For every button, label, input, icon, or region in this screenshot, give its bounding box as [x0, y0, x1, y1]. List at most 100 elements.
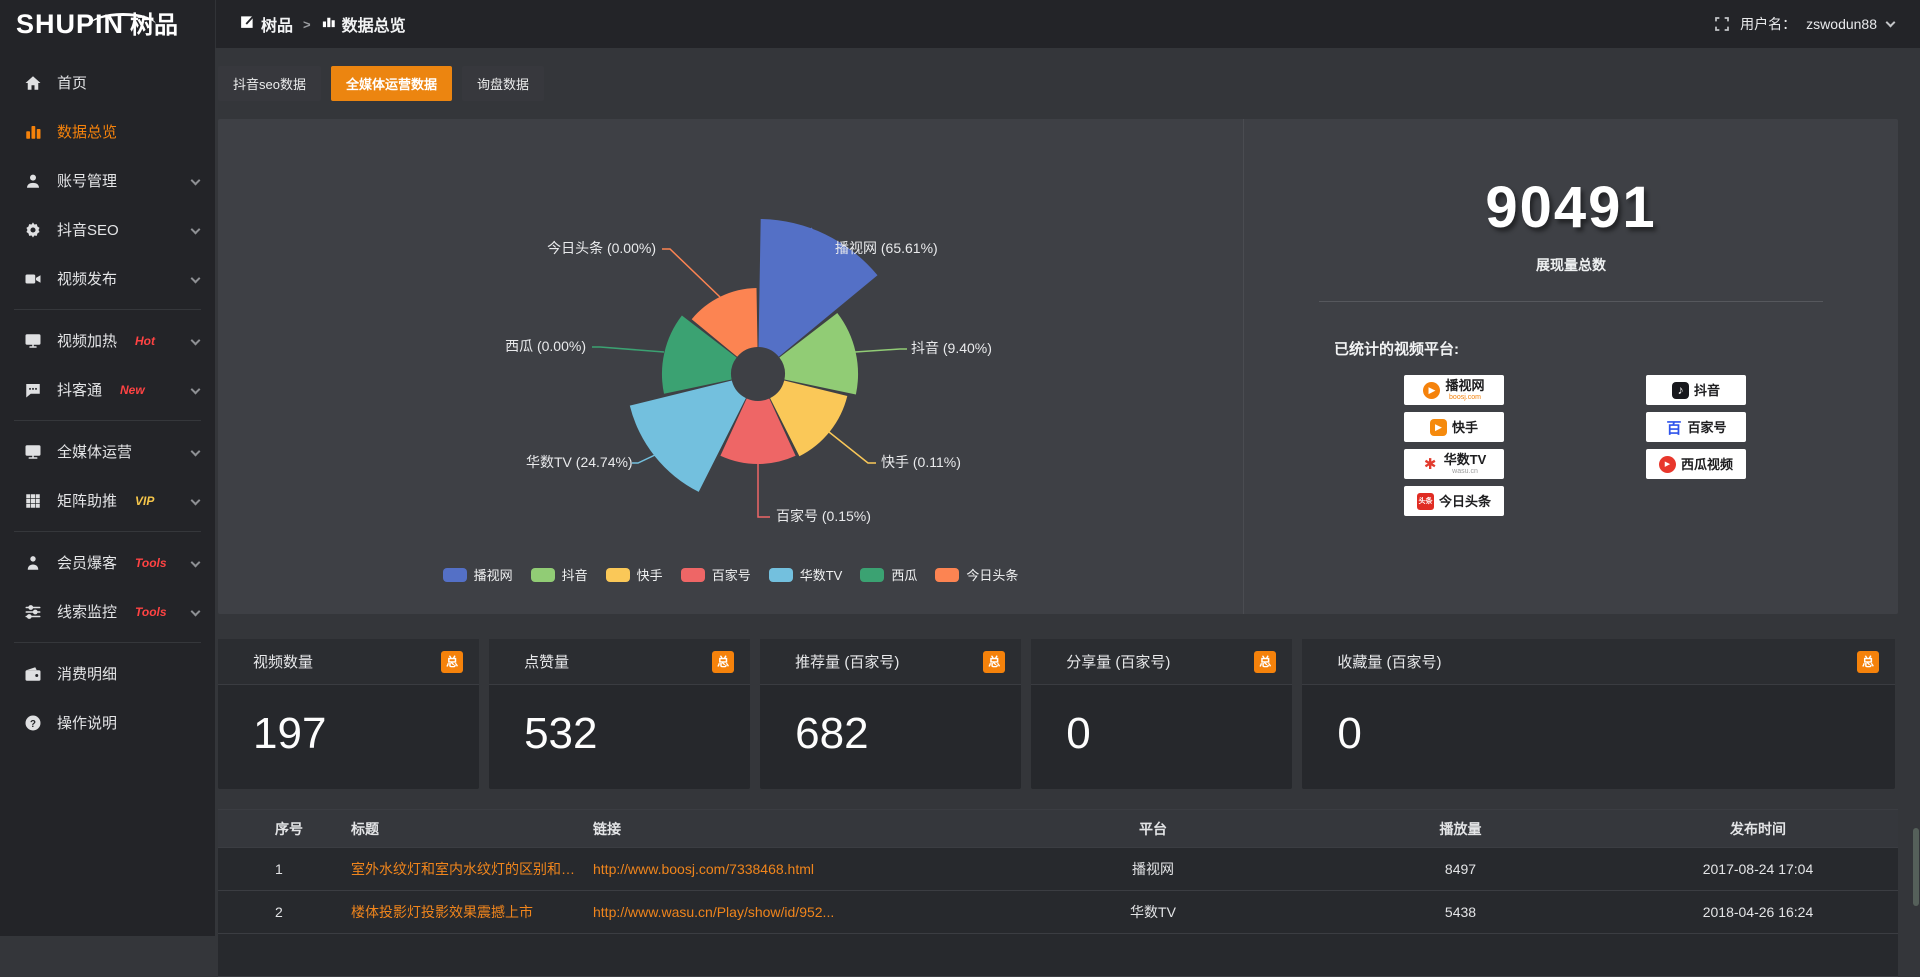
sidebar-item-1[interactable]: 数据总览 [0, 107, 215, 156]
sidebar-item-label: 消费明细 [57, 663, 117, 684]
pie-label: 抖音 (9.40%) [911, 340, 992, 356]
sidebar-item-label: 矩阵助推 [57, 490, 117, 511]
publish-time-cell: 2018-04-26 16:24 [1618, 891, 1898, 934]
video-url-link[interactable]: http://www.wasu.cn/Play/show/id/952... [593, 891, 1003, 934]
legend-item-华数TV[interactable]: 华数TV [769, 565, 843, 584]
sidebar-item-11[interactable]: 消费明细 [0, 649, 215, 698]
sidebar-item-label: 视频加热 [57, 330, 117, 351]
sidebar-item-12[interactable]: ?操作说明 [0, 698, 215, 747]
pie-slice-华数TV[interactable] [630, 381, 746, 492]
total-badge: 总 [712, 651, 734, 673]
views-cell [1303, 934, 1618, 977]
legend-label: 今日头条 [966, 565, 1018, 584]
fullscreen-icon[interactable] [1714, 16, 1730, 32]
screen-icon [24, 331, 43, 350]
sidebar-item-0[interactable]: 首页 [0, 58, 215, 107]
pie-label: 百家号 (0.15%) [776, 508, 871, 524]
views-cell: 8497 [1303, 848, 1618, 891]
legend-item-百家号[interactable]: 百家号 [681, 565, 751, 584]
video-url-link[interactable]: http://www.boosj.com/7338468.html [593, 848, 1003, 891]
tab-2[interactable]: 询盘数据 [462, 66, 544, 101]
svg-text:?: ? [30, 718, 36, 729]
panel-divider [1319, 301, 1823, 302]
pie-label-leader [592, 347, 664, 352]
breadcrumb-item-current[interactable]: 数据总览 [321, 12, 406, 36]
row-index: 1 [275, 848, 351, 891]
video-title-link[interactable]: 室外水纹灯和室内水纹灯的区别和简介 [351, 848, 593, 891]
toutiao-icon: 头条 [1417, 493, 1434, 510]
sidebar-item-label: 全媒体运营 [57, 441, 132, 462]
legend-label: 西瓜 [891, 565, 917, 584]
stat-card-title: 视频数量 [253, 651, 313, 672]
username-value[interactable]: zswodun88 [1806, 16, 1877, 32]
scrollbar-thumb[interactable] [1913, 828, 1919, 906]
sidebar-item-2[interactable]: 账号管理 [0, 156, 215, 205]
gear-icon [24, 220, 43, 239]
vertical-scrollbar[interactable] [1912, 48, 1920, 936]
overview-chart-card: 播视网 (65.61%)抖音 (9.40%)快手 (0.11%)百家号 (0.1… [218, 119, 1898, 614]
video-title-link[interactable]: 楼体投影灯投影效果震撼上市 [351, 891, 593, 934]
column-header-4: 播放量 [1303, 810, 1618, 848]
video-icon [24, 269, 43, 288]
xigua-icon: ▶ [1659, 456, 1676, 473]
pie-label: 华数TV (24.74%) [526, 454, 633, 470]
legend-item-西瓜[interactable]: 西瓜 [860, 565, 917, 584]
total-impressions-label: 展现量总数 [1244, 255, 1898, 275]
breadcrumb-item-root[interactable]: 树品 [240, 12, 293, 36]
stat-card-header: 推荐量 (百家号)总 [760, 639, 1021, 685]
pie-label-leader [829, 432, 876, 463]
chevron-down-icon[interactable] [1886, 17, 1896, 27]
sidebar-item-7[interactable]: 全媒体运营 [0, 427, 215, 476]
total-badge: 总 [1857, 651, 1879, 673]
home-icon [24, 73, 43, 92]
sidebar-item-3[interactable]: 抖音SEO [0, 205, 215, 254]
platform-badge-name: 百家号 [1687, 421, 1726, 434]
views-cell: 5438 [1303, 891, 1618, 934]
legend-swatch [443, 568, 467, 582]
app-logo: SHUPIN 树品 [0, 11, 215, 38]
sidebar-item-label: 会员爆客 [57, 552, 117, 573]
sidebar-item-label: 视频发布 [57, 268, 117, 289]
sidebar-item-4[interactable]: 视频发布 [0, 254, 215, 303]
pie-label-leader [758, 464, 770, 517]
legend-item-抖音[interactable]: 抖音 [531, 565, 588, 584]
sidebar-item-label: 抖音SEO [57, 219, 119, 240]
platform-badge-抖音: ♪抖音 [1646, 375, 1746, 405]
platform-cell: 播视网 [1003, 848, 1303, 891]
breadcrumb-label[interactable]: 树品 [261, 12, 293, 36]
legend-item-播视网[interactable]: 播视网 [443, 565, 513, 584]
table-row [218, 934, 1898, 977]
legend-item-快手[interactable]: 快手 [606, 565, 663, 584]
sidebar-item-label: 账号管理 [57, 170, 117, 191]
platform-badge-name: 西瓜视频 [1681, 458, 1733, 471]
breadcrumb-label[interactable]: 数据总览 [342, 12, 406, 36]
tab-0[interactable]: 抖音seo数据 [218, 66, 321, 101]
table-head: 序号标题链接平台播放量发布时间 [218, 810, 1898, 848]
platform-share-chart: 播视网 (65.61%)抖音 (9.40%)快手 (0.11%)百家号 (0.1… [218, 119, 1243, 614]
legend-item-今日头条[interactable]: 今日头条 [935, 565, 1018, 584]
pie-label: 快手 (0.11%) [881, 454, 961, 470]
platform-badge-百家号: 百百家号 [1646, 412, 1746, 442]
tab-1[interactable]: 全媒体运营数据 [331, 66, 452, 101]
chevron-down-icon [191, 176, 201, 186]
stat-card-value: 0 [1302, 685, 1895, 759]
sidebar-divider [14, 531, 201, 532]
breadcrumb: 树品 > 数据总览 [215, 0, 1714, 48]
column-header-2: 链接 [593, 810, 1003, 848]
video-url-link [593, 934, 1003, 977]
